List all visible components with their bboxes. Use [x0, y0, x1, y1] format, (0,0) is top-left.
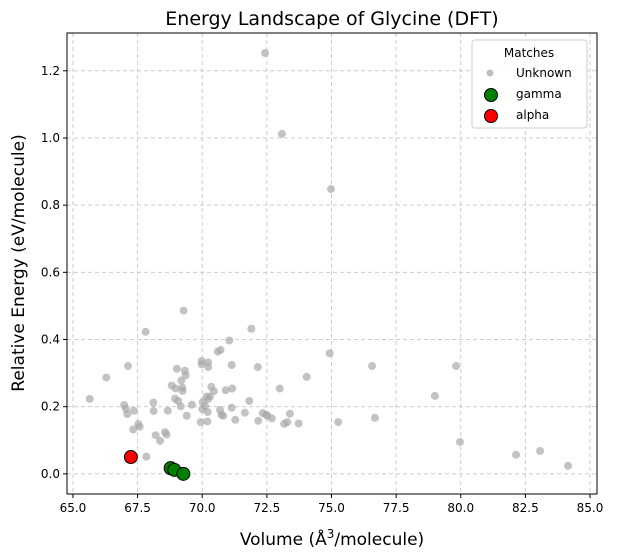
data-point-unknown: [182, 411, 191, 420]
legend-marker-gamma: [484, 88, 498, 102]
data-point-gamma: [176, 466, 191, 481]
data-point-unknown: [283, 418, 292, 427]
data-point-unknown: [178, 386, 187, 395]
data-point-unknown: [267, 414, 276, 423]
data-point-unknown: [162, 430, 171, 439]
data-point-unknown: [302, 372, 311, 381]
data-point-unknown: [196, 418, 205, 427]
legend-marker-alpha: [484, 109, 498, 123]
y-tick-label: 0.0: [41, 467, 60, 481]
legend-box: [471, 39, 588, 129]
x-tick-label: 75.0: [318, 501, 345, 515]
y-tick-label: 0.8: [41, 198, 60, 212]
data-point-unknown: [228, 384, 237, 393]
data-point-unknown: [163, 406, 172, 415]
data-point-unknown: [227, 361, 236, 370]
x-tick-label: 72.5: [253, 501, 280, 515]
data-point-unknown: [512, 450, 521, 459]
x-tick-label: 67.5: [124, 501, 151, 515]
data-point-unknown: [204, 394, 213, 403]
data-point-unknown: [227, 403, 236, 412]
data-point-unknown: [142, 452, 151, 461]
data-point-unknown: [129, 406, 138, 415]
x-tick-label: 82.5: [512, 501, 539, 515]
data-point-unknown: [247, 324, 256, 333]
data-point-unknown: [151, 431, 160, 440]
chart-title: Energy Landscape of Glycine (DFT): [165, 8, 498, 30]
legend-label-alpha: alpha: [516, 108, 549, 122]
data-point-unknown: [102, 373, 111, 382]
data-point-unknown: [197, 360, 206, 369]
data-point-unknown: [203, 408, 212, 417]
data-point-unknown: [334, 418, 343, 427]
legend-marker-unknown: [486, 69, 494, 77]
y-tick-label: 0.4: [41, 332, 60, 346]
data-point-unknown: [245, 396, 254, 405]
y-axis-label: Relative Energy (eV/molecule): [9, 134, 29, 391]
x-tick-label: 80.0: [447, 501, 474, 515]
data-point-unknown: [129, 425, 138, 434]
data-point-unknown: [277, 129, 286, 138]
data-point-unknown: [124, 362, 133, 371]
data-point-alpha: [123, 450, 138, 465]
data-point-unknown: [225, 336, 234, 345]
data-point-unknown: [149, 398, 158, 407]
x-axis-ticks: 65.0 67.5 70.0 72.5 75.0 77.5 80.0 82.5 85.0: [60, 494, 604, 515]
y-tick-label: 1.2: [41, 64, 60, 78]
data-point-unknown: [455, 437, 464, 446]
data-point-unknown: [149, 407, 158, 416]
data-point-unknown: [370, 413, 379, 422]
data-point-unknown: [261, 48, 270, 57]
data-point-unknown: [564, 461, 573, 470]
data-point-unknown: [240, 408, 249, 417]
legend-title: Matches: [504, 46, 554, 60]
data-point-unknown: [171, 384, 180, 393]
x-tick-label: 85.0: [577, 501, 604, 515]
x-tick-label: 65.0: [60, 501, 87, 515]
legend-label-unknown: Unknown: [516, 66, 572, 80]
data-point-unknown: [285, 409, 294, 418]
data-point-unknown: [203, 417, 212, 426]
data-point-unknown: [536, 447, 545, 456]
x-tick-label: 77.5: [383, 501, 410, 515]
data-point-unknown: [156, 436, 165, 445]
y-tick-label: 1.0: [41, 131, 60, 145]
data-point-unknown: [221, 386, 230, 395]
data-point-unknown: [275, 384, 284, 393]
data-point-unknown: [172, 364, 181, 373]
data-point-unknown: [135, 422, 144, 431]
data-point-unknown: [452, 362, 461, 371]
data-point-unknown: [254, 416, 263, 425]
y-tick-label: 0.2: [41, 400, 60, 414]
legend: Matches Unknown gamma alpha: [471, 39, 588, 129]
data-point-unknown: [326, 185, 335, 194]
data-point-unknown: [204, 363, 213, 372]
data-point-unknown: [176, 402, 185, 411]
x-axis-label: Volume (Å3/molecule): [240, 527, 424, 550]
data-point-unknown: [253, 363, 262, 372]
x-tick-label: 70.0: [189, 501, 216, 515]
data-point-unknown: [141, 327, 150, 336]
data-point-unknown: [368, 362, 377, 371]
data-point-unknown: [294, 419, 303, 428]
data-point-unknown: [216, 345, 225, 354]
y-tick-label: 0.6: [41, 265, 60, 279]
data-point-unknown: [121, 405, 130, 414]
data-point-unknown: [219, 411, 228, 420]
data-point-unknown: [187, 400, 196, 409]
data-points: [85, 48, 573, 481]
data-point-unknown: [181, 371, 190, 380]
data-point-unknown: [179, 306, 188, 315]
y-axis-ticks: 0.0 0.2 0.4 0.6 0.8 1.0 1.2: [41, 64, 67, 481]
data-point-unknown: [430, 391, 439, 400]
data-point-unknown: [231, 415, 240, 424]
data-point-unknown: [85, 394, 94, 403]
plot-frame: [66, 32, 598, 495]
legend-label-gamma: gamma: [516, 87, 562, 101]
data-point-unknown: [325, 349, 334, 358]
